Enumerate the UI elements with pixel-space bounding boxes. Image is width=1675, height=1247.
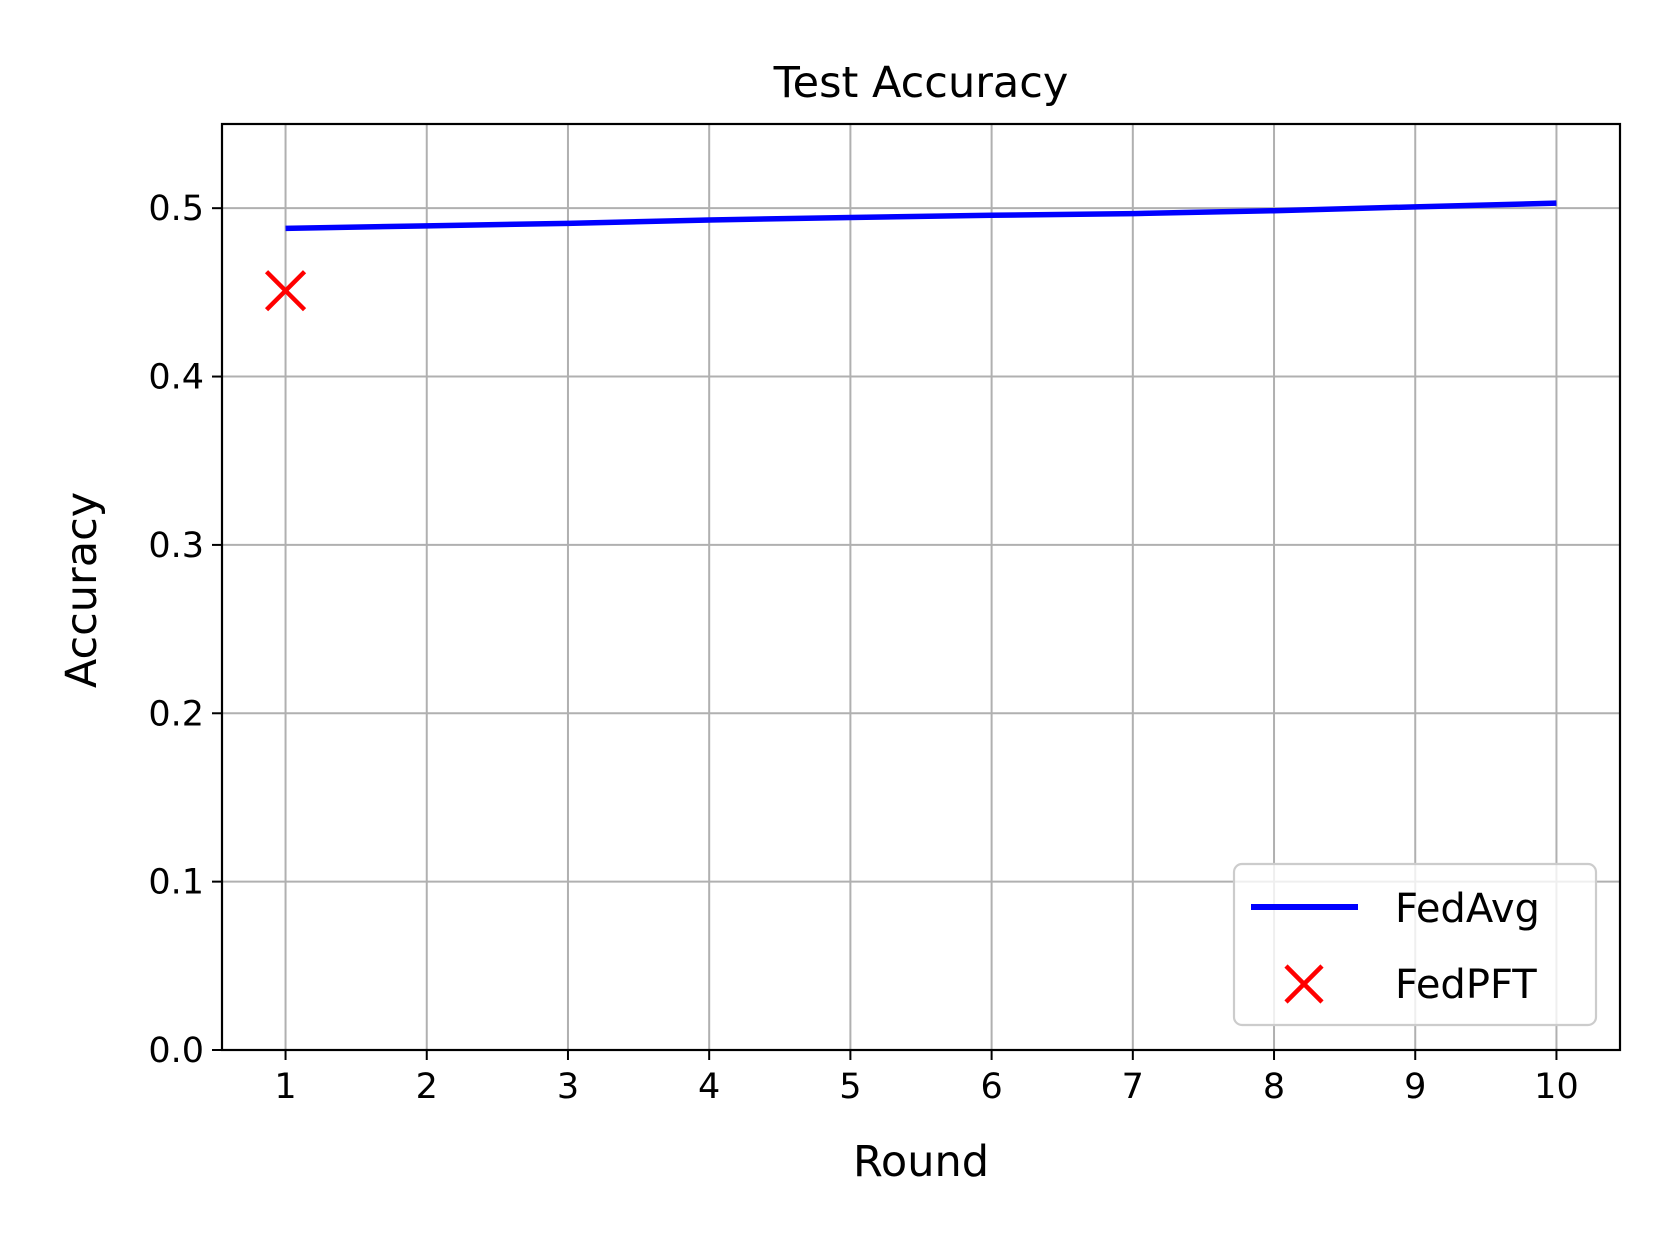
plot-series [264, 200, 1557, 312]
chart-title: Test Accuracy [773, 58, 1069, 108]
legend: FedAvg FedPFT [1232, 862, 1598, 1027]
legend-label-fedpft: FedPFT [1395, 962, 1537, 1008]
series-line-fedavg [285, 200, 1557, 232]
y-tick-label: 0.4 [148, 358, 204, 398]
x-tick-label: 6 [980, 1067, 1002, 1107]
y-tick-label: 0.2 [148, 694, 204, 734]
x-axis-label: Round [853, 1137, 989, 1187]
y-axis-label: Accuracy [57, 492, 107, 688]
legend-label-fedavg: FedAvg [1395, 886, 1540, 932]
legend-fedpft-x-swatch [1284, 964, 1324, 1004]
x-tick-label: 10 [1534, 1067, 1579, 1107]
x-tick-label: 9 [1404, 1067, 1426, 1107]
x-tick-label: 5 [839, 1067, 861, 1107]
x-tick-label: 1 [274, 1067, 296, 1107]
y-tick-label: 0.3 [148, 526, 204, 566]
y-tick-label: 0.1 [148, 863, 204, 903]
y-tick-label: 0.5 [148, 189, 204, 229]
marker-stroke [264, 270, 307, 312]
y-tick-label: 0.0 [148, 1031, 204, 1071]
plot-frame [220, 122, 1622, 1052]
x-tick-label: 4 [698, 1067, 720, 1107]
x-tick-label: 8 [1263, 1067, 1285, 1107]
x-tick-label: 7 [1122, 1067, 1144, 1107]
x-tick-label: 2 [416, 1067, 438, 1107]
series-marker-fedpft [264, 270, 307, 312]
axis-ticks: 1 2 3 4 5 6 7 8 9 10 0.0 0.1 0.2 0.3 0.4 0.5 [148, 189, 1578, 1107]
x-tick-label: 3 [557, 1067, 579, 1107]
